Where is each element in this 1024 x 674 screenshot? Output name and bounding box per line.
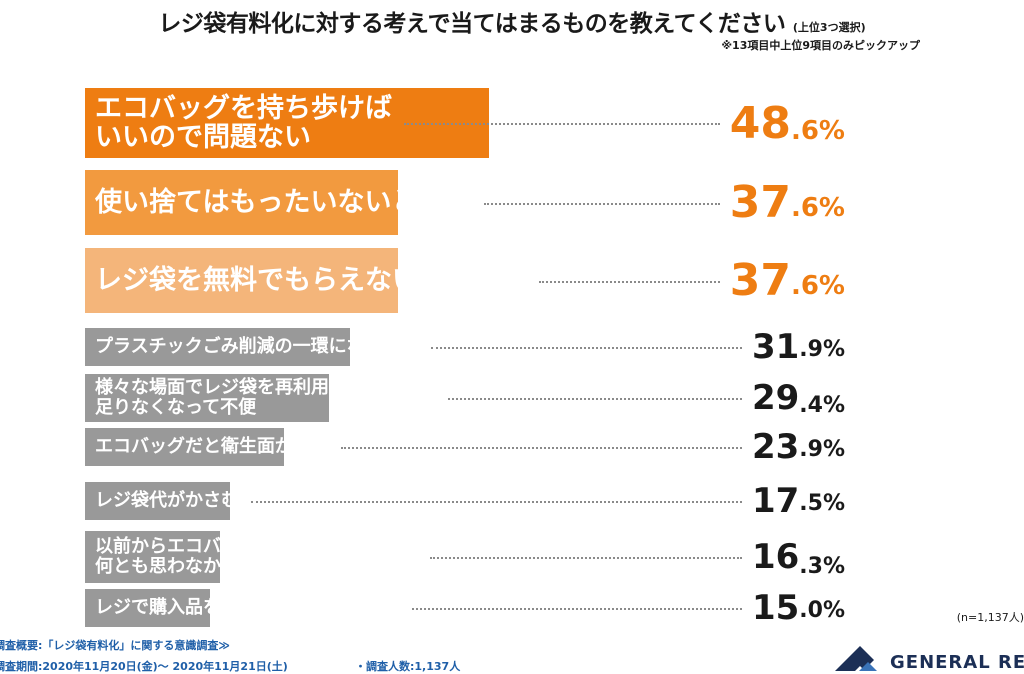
category-label: プラスチックごみ削減の一環になりそう — [95, 336, 419, 357]
chart-row: 様々な場面でレジ袋を再利用しているから 足りなくなって不便 29.4% — [85, 374, 845, 422]
category-label: エコバッグを持ち歩けば いいので問題ない — [95, 93, 392, 153]
sample-size-label: (n=1,137人) — [956, 611, 1024, 624]
chart-subnote: ※13項目中上位9項目のみピックアップ — [721, 39, 920, 52]
survey-respondents: ・調査人数:1,137人 — [355, 660, 461, 673]
leader-dots — [430, 347, 742, 349]
chart-row: レジ袋を無料でもらえないのは不便 37.6% — [85, 248, 845, 313]
chart-row: エコバッグだと衛生面が心配 23.9% — [85, 427, 845, 467]
value-label: 23.9% — [751, 427, 845, 467]
value-label: 17.5% — [751, 481, 845, 521]
category-label: レジ袋代がかさむ — [95, 490, 239, 511]
category-label: 様々な場面でレジ袋を再利用しているから 足りなくなって不便 — [95, 377, 437, 418]
leader-dots — [251, 501, 742, 503]
category-label: 使い捨てはもったいないと思う — [95, 187, 473, 218]
bar — [85, 328, 350, 366]
bar — [85, 374, 329, 422]
logo-mark-icon — [835, 646, 877, 671]
chart-title-note: (上位3つ選択) — [792, 21, 866, 34]
bar — [85, 531, 220, 583]
bar — [85, 170, 398, 235]
leader-dots — [539, 280, 720, 283]
leader-dots — [430, 557, 742, 559]
leader-dots — [341, 447, 742, 449]
leader-dots — [412, 608, 742, 610]
bar — [85, 248, 398, 313]
value-label: 37.6% — [729, 177, 845, 228]
bar — [85, 589, 210, 627]
chart-row: 以前からエコバッグを使用していたから 何とも思わなかった 16.3% — [85, 531, 845, 583]
survey-period: 調査期間:2020年11月20日(金)～ 2020年11月21日(土) — [0, 660, 288, 673]
value-label: 15.0% — [751, 588, 845, 628]
category-label: エコバッグだと衛生面が心配 — [95, 436, 329, 457]
bar — [85, 428, 284, 466]
leader-dots — [484, 202, 720, 205]
value-label: 16.3% — [751, 537, 845, 579]
logo-text: GENERAL RESEARCH — [890, 652, 1024, 671]
category-label: レジで購入品を入れるのが面倒・イヤ — [95, 597, 401, 618]
category-label: レジ袋を無料でもらえないのは不便 — [95, 265, 527, 296]
category-label: 以前からエコバッグを使用していたから 何とも思わなかった — [95, 536, 419, 577]
chart-title: レジ袋有料化に対する考えで当てはまるものを教えてください (上位3つ選択) — [0, 4, 1024, 38]
value-label: 48.6% — [729, 97, 845, 149]
value-label: 37.6% — [729, 255, 845, 306]
chart-row: レジ袋代がかさむ 17.5% — [85, 481, 845, 521]
survey-name: 調査概要:「レジ袋有料化」に関する意識調査≫ — [0, 639, 230, 652]
leader-dots — [404, 123, 720, 125]
value-label: 29.4% — [751, 378, 845, 418]
chart-row: エコバッグを持ち歩けば いいので問題ない 48.6% — [85, 88, 845, 158]
company-logo: GENERAL RESEARCH — [834, 640, 1024, 671]
bar — [85, 482, 230, 520]
chart-row: 使い捨てはもったいないと思う 37.6% — [85, 170, 845, 235]
chart-title-text: レジ袋有料化に対する考えで当てはまるものを教えてください — [158, 11, 786, 37]
chart-row: レジで購入品を入れるのが面倒・イヤ 15.0% — [85, 588, 845, 628]
leader-dots — [448, 398, 742, 400]
value-label: 31.9% — [751, 327, 845, 367]
chart-row: プラスチックごみ削減の一環になりそう 31.9% — [85, 327, 845, 367]
